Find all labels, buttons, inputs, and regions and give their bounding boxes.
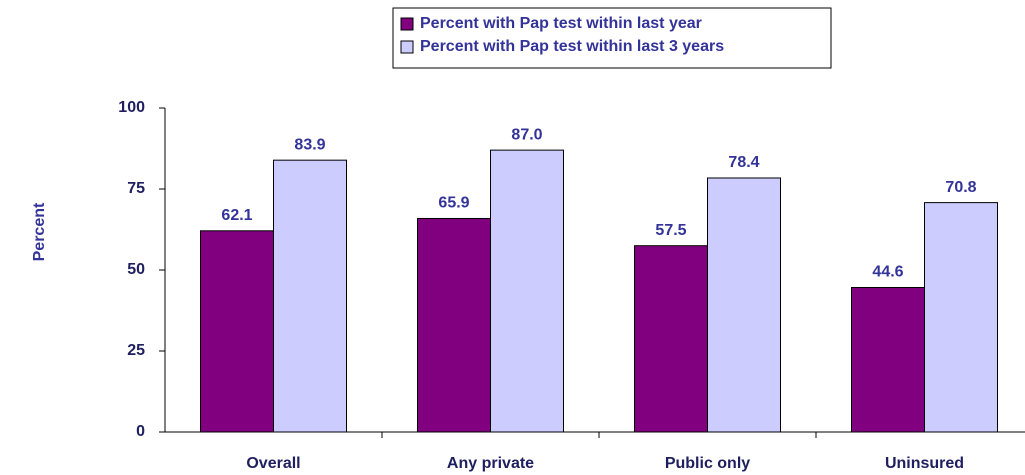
y-tick-label: 100 bbox=[118, 99, 145, 116]
y-tick-label: 75 bbox=[127, 180, 145, 197]
x-tick-label: Overall bbox=[246, 455, 300, 472]
data-label: 65.9 bbox=[438, 195, 469, 212]
bar bbox=[200, 230, 274, 433]
data-label: 78.4 bbox=[728, 154, 759, 171]
data-label: 87.0 bbox=[511, 126, 542, 143]
y-axis-label: Percent bbox=[31, 202, 48, 261]
legend-label: Percent with Pap test within last 3 year… bbox=[420, 38, 724, 55]
bar bbox=[707, 177, 781, 433]
bar bbox=[851, 286, 925, 433]
legend-label: Percent with Pap test within last year bbox=[420, 15, 702, 32]
bar bbox=[924, 202, 998, 433]
x-tick-label: Uninsured bbox=[885, 455, 964, 472]
bar bbox=[273, 159, 347, 433]
x-tick-label: Public only bbox=[665, 455, 750, 472]
bar bbox=[634, 245, 708, 433]
data-label: 83.9 bbox=[294, 136, 325, 153]
y-tick-label: 25 bbox=[127, 342, 145, 359]
bar bbox=[417, 217, 491, 433]
legend-swatch bbox=[400, 40, 414, 54]
y-tick-label: 0 bbox=[136, 423, 145, 440]
data-label: 57.5 bbox=[655, 222, 686, 239]
data-label: 70.8 bbox=[945, 179, 976, 196]
data-label: 62.1 bbox=[221, 207, 252, 224]
x-tick-label: Any private bbox=[447, 455, 534, 472]
legend-box bbox=[392, 7, 832, 69]
data-label: 44.6 bbox=[872, 264, 903, 281]
y-tick-label: 50 bbox=[127, 261, 145, 278]
legend-swatch bbox=[400, 17, 414, 31]
bar bbox=[490, 149, 564, 433]
